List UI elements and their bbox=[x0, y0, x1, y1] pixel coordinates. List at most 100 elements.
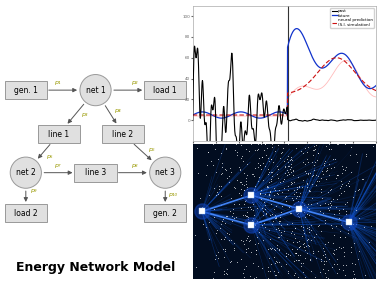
Point bbox=[322, 255, 328, 259]
Point bbox=[332, 157, 338, 161]
Point bbox=[293, 189, 299, 194]
Point bbox=[290, 173, 296, 178]
Point bbox=[334, 262, 340, 267]
Point bbox=[333, 224, 339, 228]
Point bbox=[327, 205, 333, 209]
Point bbox=[266, 255, 272, 260]
FancyBboxPatch shape bbox=[5, 204, 47, 222]
Point bbox=[215, 250, 221, 254]
Point bbox=[342, 142, 348, 146]
Point bbox=[230, 210, 236, 215]
Point bbox=[295, 252, 301, 257]
Point bbox=[256, 155, 262, 160]
Point bbox=[315, 248, 321, 253]
Point bbox=[325, 240, 331, 244]
Point bbox=[314, 179, 320, 183]
Point bbox=[319, 168, 325, 173]
Point bbox=[301, 225, 307, 230]
Point bbox=[307, 257, 314, 262]
Point bbox=[272, 215, 278, 220]
Point bbox=[285, 252, 291, 256]
Point bbox=[291, 188, 297, 192]
Point bbox=[341, 250, 347, 254]
Point bbox=[261, 221, 267, 225]
Point bbox=[315, 173, 321, 178]
Point bbox=[308, 222, 314, 227]
Point bbox=[337, 179, 344, 184]
Point bbox=[222, 235, 228, 239]
Point bbox=[262, 142, 268, 147]
Point bbox=[276, 247, 282, 252]
Point bbox=[285, 188, 291, 192]
Point bbox=[266, 158, 272, 163]
Point bbox=[200, 221, 206, 226]
Point bbox=[320, 253, 326, 257]
Point bbox=[321, 242, 328, 246]
Point bbox=[356, 187, 362, 191]
Point bbox=[327, 188, 333, 193]
Point bbox=[208, 277, 214, 281]
Point bbox=[277, 210, 283, 214]
Point bbox=[211, 269, 217, 274]
Point bbox=[243, 179, 249, 183]
Text: net 1: net 1 bbox=[86, 86, 105, 95]
Point bbox=[326, 173, 332, 177]
Point bbox=[337, 186, 343, 191]
Point bbox=[312, 160, 318, 164]
Point bbox=[321, 258, 327, 263]
Text: p₈: p₈ bbox=[131, 163, 137, 168]
Point bbox=[340, 254, 347, 259]
Point bbox=[227, 209, 233, 213]
Point bbox=[348, 250, 355, 254]
Point bbox=[299, 199, 305, 204]
Point bbox=[328, 166, 334, 170]
Point bbox=[227, 259, 233, 264]
Point bbox=[322, 251, 328, 256]
Point bbox=[301, 274, 307, 279]
Point bbox=[243, 263, 249, 268]
Point bbox=[243, 181, 249, 186]
Point bbox=[218, 171, 225, 175]
Point bbox=[257, 191, 263, 196]
Point bbox=[321, 162, 327, 167]
Point bbox=[241, 188, 247, 192]
Point bbox=[306, 206, 312, 211]
Point bbox=[253, 275, 259, 279]
Point bbox=[304, 250, 310, 255]
Point bbox=[273, 204, 279, 208]
Point bbox=[322, 217, 328, 222]
Point bbox=[306, 202, 312, 206]
Point bbox=[226, 179, 232, 184]
Point bbox=[336, 208, 342, 213]
Point bbox=[281, 186, 287, 190]
Point bbox=[226, 232, 232, 237]
Point bbox=[266, 170, 272, 175]
Point bbox=[275, 270, 281, 274]
Point bbox=[240, 239, 246, 243]
Point bbox=[306, 145, 312, 150]
Point bbox=[293, 250, 299, 255]
Point bbox=[333, 204, 339, 209]
Point bbox=[306, 244, 312, 249]
Point bbox=[269, 212, 275, 216]
Point bbox=[301, 245, 307, 249]
Point bbox=[275, 235, 281, 239]
Point bbox=[346, 178, 352, 183]
Point bbox=[251, 187, 257, 191]
Point bbox=[316, 223, 322, 227]
Point bbox=[294, 211, 301, 216]
Point bbox=[301, 214, 307, 219]
Point bbox=[279, 203, 285, 208]
Point bbox=[234, 178, 240, 183]
Point bbox=[192, 233, 198, 237]
Point bbox=[229, 219, 235, 223]
Point bbox=[259, 154, 265, 159]
Point bbox=[302, 169, 308, 173]
Point bbox=[254, 148, 260, 152]
Point bbox=[299, 151, 306, 155]
Point bbox=[238, 206, 244, 210]
Point bbox=[272, 273, 278, 277]
Point bbox=[363, 152, 369, 157]
Point bbox=[320, 246, 326, 250]
Point bbox=[218, 172, 224, 177]
